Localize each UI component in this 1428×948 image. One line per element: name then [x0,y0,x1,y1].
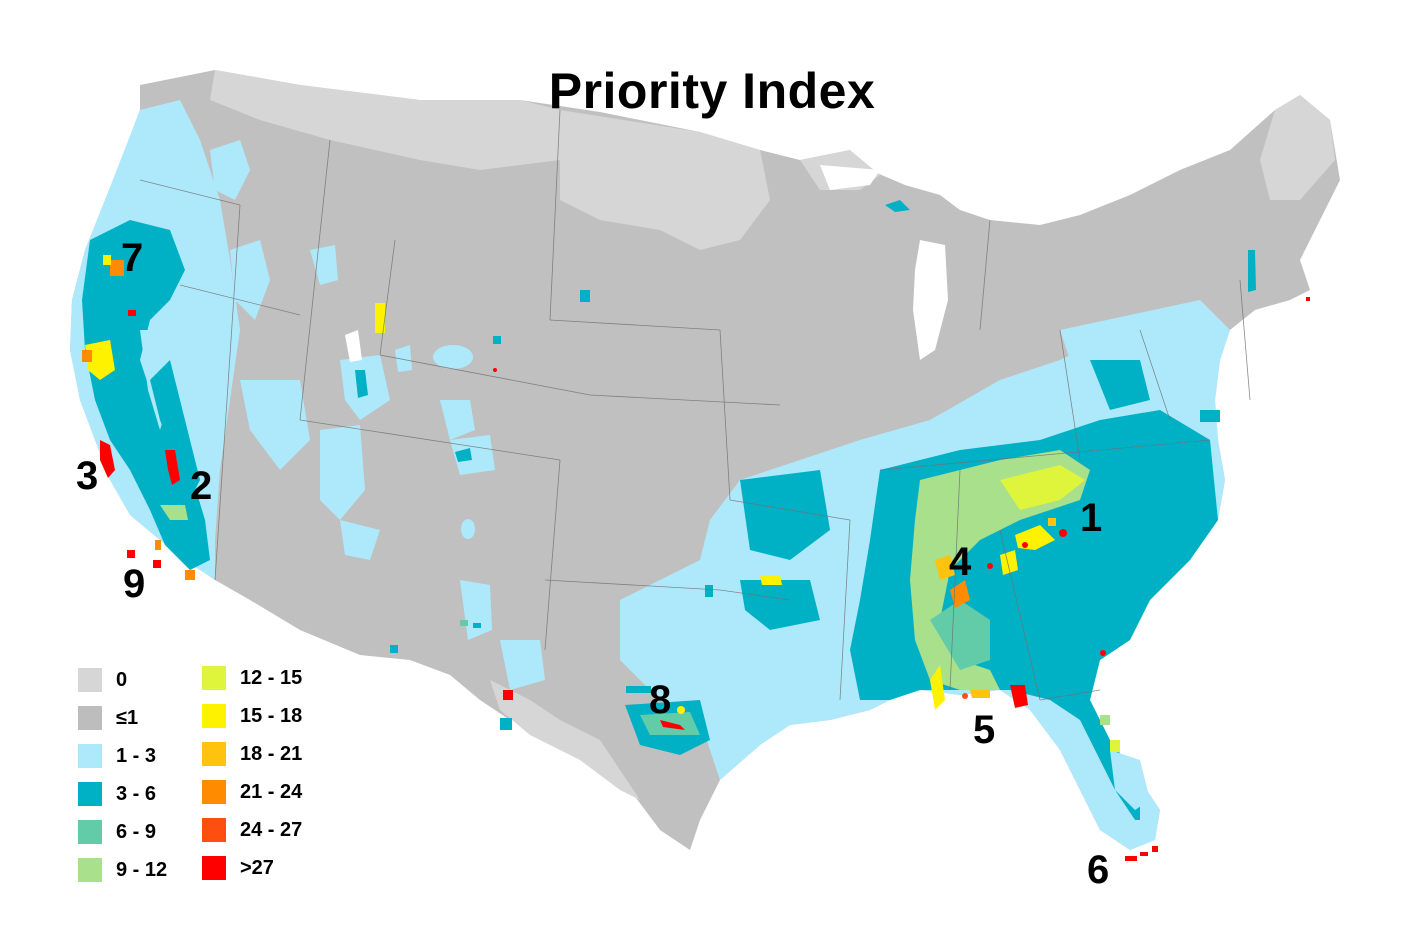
region-label-4: 4 [949,540,972,584]
legend-swatch [202,818,226,842]
legend-label: 18 - 21 [240,742,303,765]
region-label-3: 3 [76,454,99,498]
legend-swatch [78,820,102,844]
region-label-5: 5 [973,708,996,752]
legend-label: ≤1 [116,706,139,729]
legend-label: 6 - 9 [116,820,157,843]
legend-label: 24 - 27 [240,818,303,841]
legend-swatch [202,780,226,804]
legend-item: 21 - 24 [202,780,302,804]
legend-item: 6 - 9 [78,820,156,844]
legend-swatch [78,858,102,882]
legend-label: >27 [240,856,274,879]
legend-label: 12 - 15 [240,666,303,689]
legend-item: 24 - 27 [202,818,302,842]
region-label-1: 1 [1080,496,1103,540]
legend-item: ≤1 [78,706,138,730]
legend-item: >27 [202,856,274,880]
legend-item: 1 - 3 [78,744,156,768]
legend-item: 3 - 6 [78,782,156,806]
legend-label: 21 - 24 [240,780,303,803]
legend-swatch [78,668,102,692]
legend-swatch [78,782,102,806]
legend-item: 9 - 12 [78,858,167,882]
legend-item: 0 [78,668,127,692]
region-label-2: 2 [190,464,213,508]
region-label-6: 6 [1087,848,1110,892]
legend-swatch [202,704,226,728]
legend-swatch [202,666,226,690]
legend-item: 15 - 18 [202,704,302,728]
legend-label: 9 - 12 [116,858,168,881]
legend-swatch [202,856,226,880]
legend-swatch [78,744,102,768]
title-text: Priority Index [548,63,876,119]
legend-label: 1 - 3 [116,744,157,767]
region-label-7: 7 [121,236,144,280]
region-label-9: 9 [123,562,146,606]
legend-item: 18 - 21 [202,742,302,766]
legend-swatch [202,742,226,766]
map-title: Priority Index [0,62,1428,120]
legend-swatch [78,706,102,730]
region-label-8: 8 [649,678,672,722]
legend-label: 0 [116,668,128,691]
legend-item: 12 - 15 [202,666,302,690]
legend-label: 3 - 6 [116,782,157,805]
legend-label: 15 - 18 [240,704,303,727]
